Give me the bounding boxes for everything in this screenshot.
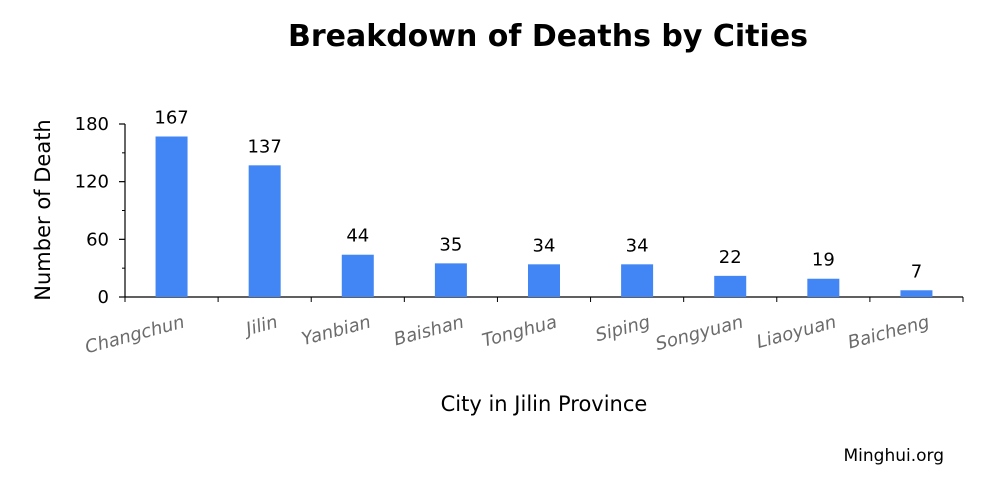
data-label: 167: [154, 107, 188, 128]
bar-tonghua: [528, 264, 560, 297]
y-axis-label: Number of Death: [31, 119, 55, 300]
bar-yanbian: [341, 254, 374, 297]
x-tick-label: Siping: [593, 312, 652, 347]
y-tick-label: 0: [98, 287, 109, 308]
bar-liaoyuan: [807, 278, 840, 297]
x-tick-label: Liaoyuan: [754, 312, 838, 353]
data-label: 7: [911, 261, 922, 282]
bar-baicheng: [900, 290, 933, 297]
bar-baishan: [434, 263, 467, 297]
bar-changchun: [155, 136, 188, 297]
data-label: 19: [812, 250, 835, 271]
data-label: 137: [247, 136, 281, 157]
x-tick-label: Yanbian: [299, 312, 373, 351]
bar-siping: [621, 264, 654, 297]
x-tick-label: Baishan: [392, 312, 467, 351]
y-tick-label: 180: [75, 114, 109, 135]
y-tick-label: 60: [86, 229, 109, 250]
bar-songyuan: [714, 275, 747, 297]
bar-jilin: [248, 165, 281, 297]
y-tick-label: 120: [75, 172, 109, 193]
data-label: 22: [719, 247, 742, 268]
data-label: 34: [533, 235, 556, 256]
data-label: 34: [626, 235, 649, 256]
x-tick-label: Jilin: [241, 312, 280, 341]
chart-title: Breakdown of Deaths by Cities: [288, 19, 808, 54]
x-tick-label: Baicheng: [846, 312, 932, 354]
x-tick-label: Changchun: [83, 312, 187, 359]
data-label: 44: [346, 226, 369, 247]
x-tick-label: Songyuan: [653, 312, 745, 356]
x-axis-label: City in Jilin Province: [441, 392, 648, 416]
data-label: 35: [439, 234, 462, 255]
source-credit: Minghui.org: [843, 446, 944, 466]
x-tick-label: Tonghua: [480, 312, 559, 352]
plot-area: 0 60 120 180 167 Changchun 137 Jilin 44 Yanbian 35…: [75, 107, 964, 359]
